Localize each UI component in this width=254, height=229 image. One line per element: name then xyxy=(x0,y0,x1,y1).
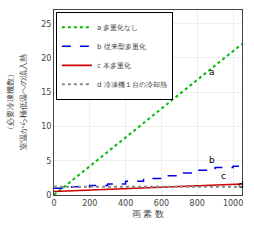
svg-text:0: 0 xyxy=(51,199,56,208)
svg-text:c: c xyxy=(221,171,226,181)
svg-text:画 素 数: 画 素 数 xyxy=(132,209,165,219)
svg-text:200: 200 xyxy=(82,199,97,208)
svg-text:室温から極低温への流入熱: 室温から極低温への流入熱 xyxy=(19,54,28,150)
svg-text:d 冷凍機１台の冷却熱: d 冷凍機１台の冷却熱 xyxy=(97,81,167,89)
svg-text:a: a xyxy=(209,67,215,77)
svg-text:15: 15 xyxy=(41,88,51,97)
svg-text:a 多重化なし: a 多重化なし xyxy=(97,24,139,32)
svg-text:（必要冷凍機数）: （必要冷凍機数） xyxy=(6,70,15,134)
svg-text:800: 800 xyxy=(190,199,205,208)
svg-text:5: 5 xyxy=(46,157,51,166)
svg-text:20: 20 xyxy=(41,54,51,63)
svg-text:b: b xyxy=(209,155,215,165)
svg-text:10: 10 xyxy=(41,122,51,131)
svg-text:25: 25 xyxy=(41,20,51,29)
svg-text:b 従来型多重化: b 従来型多重化 xyxy=(97,43,146,51)
svg-text:c 本多重化: c 本多重化 xyxy=(97,62,131,70)
svg-text:600: 600 xyxy=(154,199,169,208)
svg-text:0: 0 xyxy=(46,191,51,200)
svg-text:d: d xyxy=(238,180,244,190)
svg-text:400: 400 xyxy=(118,199,133,208)
svg-text:1000: 1000 xyxy=(223,199,243,208)
